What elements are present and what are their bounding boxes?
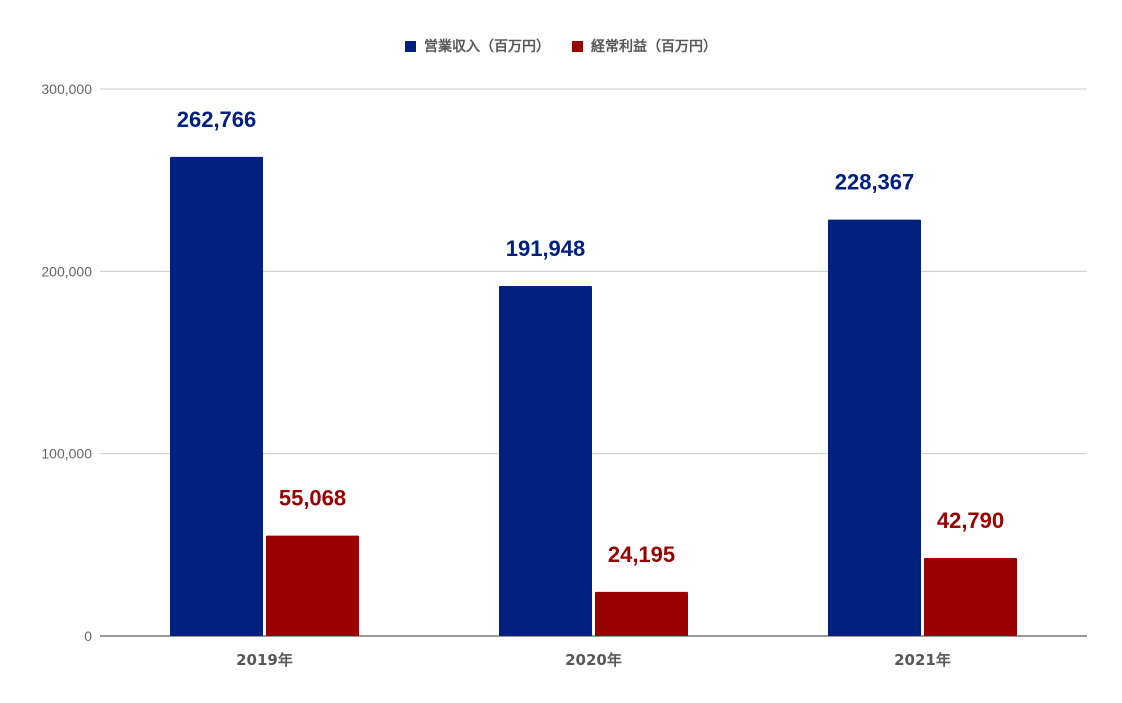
data-label-profit: 42,790 bbox=[937, 508, 1004, 533]
legend-swatch-revenue bbox=[405, 40, 416, 52]
legend-item-profit: 経常利益（百万円） bbox=[572, 36, 717, 56]
y-tick-label: 0 bbox=[84, 628, 92, 644]
bar-profit bbox=[266, 535, 359, 636]
bar-revenue bbox=[170, 156, 263, 636]
x-axis: 2019年 2020年 2021年 bbox=[236, 651, 951, 669]
legend-label-revenue: 営業収入（百万円） bbox=[424, 39, 550, 55]
data-labels: 262,766 55,068 191,948 24,195 228,367 42,790 bbox=[177, 107, 1004, 567]
bar-revenue bbox=[499, 286, 592, 636]
x-tick-label: 2021年 bbox=[894, 651, 951, 669]
bar-revenue bbox=[828, 219, 921, 636]
data-label-profit: 55,068 bbox=[279, 486, 346, 511]
bar-profit bbox=[595, 591, 688, 636]
y-tick-label: 200,000 bbox=[41, 263, 92, 279]
y-axis: 0 100,000 200,000 300,000 bbox=[41, 81, 92, 644]
y-tick-label: 300,000 bbox=[41, 81, 92, 97]
bars bbox=[170, 156, 1017, 636]
data-label-revenue: 262,766 bbox=[177, 107, 257, 132]
legend-swatch-profit bbox=[572, 40, 583, 52]
bar-profit bbox=[924, 557, 1017, 636]
data-label-revenue: 191,948 bbox=[506, 236, 586, 261]
legend-label-profit: 経常利益（百万円） bbox=[591, 39, 717, 55]
gridlines bbox=[100, 88, 1087, 637]
legend: 営業収入（百万円） 経常利益（百万円） bbox=[0, 36, 1122, 56]
y-tick-label: 100,000 bbox=[41, 446, 92, 462]
data-label-revenue: 228,367 bbox=[835, 170, 915, 195]
x-tick-label: 2019年 bbox=[236, 651, 293, 669]
data-label-profit: 24,195 bbox=[608, 542, 675, 567]
legend-item-revenue: 営業収入（百万円） bbox=[405, 36, 550, 56]
x-tick-label: 2020年 bbox=[565, 651, 622, 669]
